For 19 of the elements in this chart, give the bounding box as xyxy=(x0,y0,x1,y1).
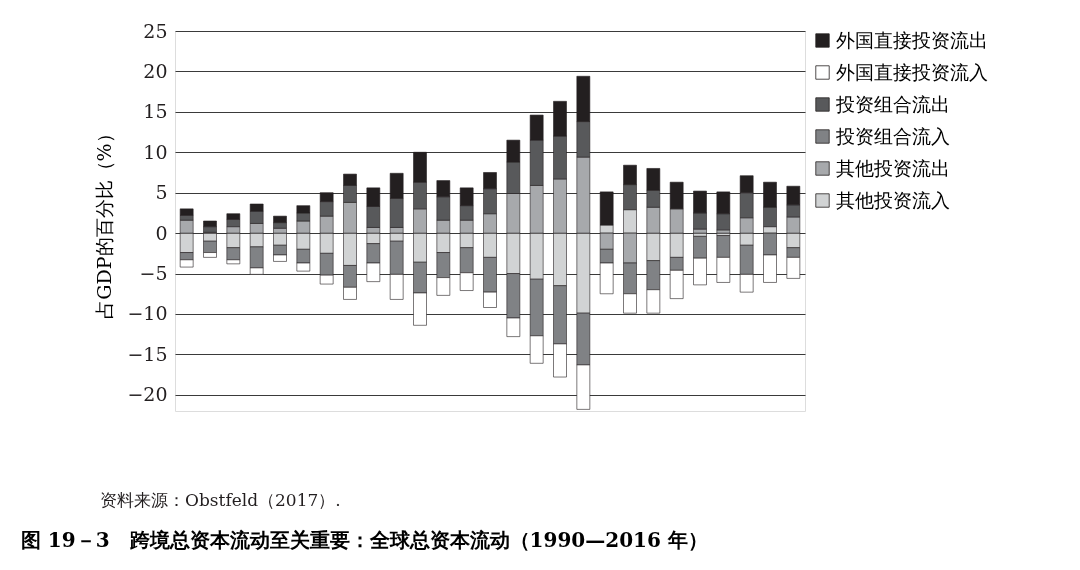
legend-label: 其他投资流出 xyxy=(836,156,950,179)
y-tick-label: −15 xyxy=(127,342,168,365)
y-tick-label: 25 xyxy=(143,19,168,42)
y-axis-title: 占GDP的百分比（%） xyxy=(93,124,116,319)
y-tick-label: −10 xyxy=(127,302,168,325)
legend-label: 投资组合流出 xyxy=(835,92,950,115)
legend-label: 外国直接投资流出 xyxy=(836,28,988,51)
y-tick-label: 15 xyxy=(143,100,168,123)
y-tick-label: −5 xyxy=(139,262,168,285)
y-tick-label: −20 xyxy=(127,383,168,406)
y-tick-label: 0 xyxy=(155,221,168,244)
legend-label: 外国直接投资流入 xyxy=(836,60,988,83)
y-tick-label: 10 xyxy=(143,140,168,163)
y-tick-label: 5 xyxy=(155,181,168,204)
text: 图 19－3 跨境总资本流动至关重要：全球总资本流动（1990—2016 年） xyxy=(20,528,708,552)
text: 资料来源：Obstfeld（2017）. xyxy=(100,490,341,510)
legend-label: 其他投资流入 xyxy=(836,188,950,211)
legend-label: 投资组合流入 xyxy=(835,124,950,147)
y-tick-label: 20 xyxy=(143,59,168,82)
